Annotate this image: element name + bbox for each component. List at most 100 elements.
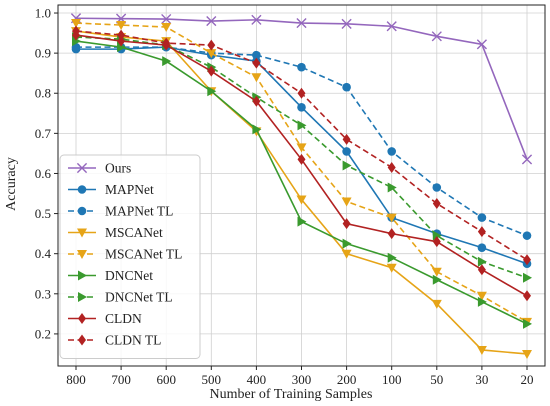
series-dncnet — [72, 36, 532, 329]
x-tick-label: 600 — [156, 372, 176, 387]
data-point-cldn-tl — [523, 254, 531, 266]
x-tick-label: 30 — [475, 372, 488, 387]
data-point-dncnet-tl — [477, 256, 487, 267]
series-mscanet-tl — [71, 19, 532, 327]
legend-item-mapnet-tl: MAPNet TL — [68, 204, 173, 219]
data-point-cldn — [342, 218, 351, 230]
data-point-mscanet — [386, 263, 397, 273]
legend-label-dncnet-tl: DNCNet TL — [105, 290, 173, 305]
x-tick-label: 800 — [66, 372, 86, 387]
data-point-cldn-tl — [432, 198, 441, 210]
data-point-dncnet-tl — [432, 230, 442, 241]
y-tick-label: 0.8 — [35, 86, 51, 101]
data-point-mscanet-tl — [206, 49, 217, 59]
data-point-ours — [296, 17, 307, 29]
y-tick-label: 0.5 — [35, 206, 51, 221]
data-point-mscanet-tl — [431, 267, 442, 277]
series-cldn-tl — [72, 25, 531, 266]
data-point-cldn-tl — [117, 29, 126, 41]
data-point-mapnet-tl — [477, 213, 487, 222]
legend-label-ours: Ours — [105, 161, 131, 176]
legend-marker-ours — [76, 162, 88, 174]
legend-item-cldn: CLDN — [68, 311, 142, 326]
x-axis-label: Number of Training Samples — [210, 387, 373, 402]
x-tick-label: 50 — [430, 372, 443, 387]
x-tick-label: 200 — [337, 372, 357, 387]
data-point-mapnet-tl — [297, 62, 306, 72]
data-point-cldn-tl — [342, 133, 351, 145]
x-tick-label: 500 — [202, 372, 222, 387]
data-point-dncnet — [477, 296, 487, 307]
legend-label-cldn-tl: CLDN TL — [105, 333, 161, 348]
x-tick-label: 20 — [521, 372, 534, 387]
data-point-mscanet — [341, 249, 352, 259]
data-point-cldn-tl — [162, 37, 171, 49]
y-tick-label: 0.6 — [35, 166, 52, 181]
data-point-cldn — [207, 65, 216, 77]
data-point-mscanet-tl — [386, 213, 397, 223]
data-point-mapnet-tl — [522, 231, 532, 240]
legend-label-mscanet-tl: MSCANet TL — [105, 247, 182, 262]
data-point-mscanet — [296, 195, 307, 205]
data-point-ours — [431, 31, 442, 42]
legend-item-mscanet: MSCANet — [68, 225, 163, 240]
data-point-cldn — [297, 153, 306, 165]
legend-marker-mapnet — [77, 185, 87, 194]
data-point-cldn-tl — [477, 226, 486, 238]
x-tick-label: 100 — [382, 372, 402, 387]
y-axis-label: Accuracy — [4, 157, 19, 211]
data-point-dncnet — [252, 124, 262, 135]
x-tick-label: 700 — [111, 372, 131, 387]
data-point-dncnet — [162, 56, 172, 67]
data-point-dncnet — [432, 274, 442, 285]
data-point-dncnet — [297, 216, 307, 227]
y-tick-label: 0.3 — [35, 286, 51, 301]
data-point-mapnet — [342, 147, 351, 156]
legend: Ours MAPNet MAPNet TL MSCANet MSCANet TL DNCN… — [59, 154, 201, 359]
y-tick-label: 0.9 — [35, 46, 51, 61]
data-point-dncnet — [342, 238, 352, 249]
legend-label-dncnet: DNCNet — [105, 268, 153, 283]
data-point-mapnet — [477, 243, 487, 252]
data-point-ours — [251, 14, 262, 25]
data-point-mapnet-tl — [252, 50, 261, 60]
legend-label-mapnet-tl: MAPNet TL — [105, 204, 173, 219]
data-point-cldn-tl — [72, 25, 80, 37]
data-point-mscanet-tl — [251, 73, 262, 83]
data-point-mapnet — [297, 102, 306, 112]
data-point-cldn — [252, 95, 261, 107]
data-point-ours — [476, 39, 487, 50]
data-point-cldn-tl — [252, 57, 261, 69]
data-point-ours — [386, 21, 397, 32]
data-point-dncnet-tl — [387, 182, 397, 193]
data-point-mscanet-tl — [341, 197, 352, 207]
y-axis-ticks: 0.2 0.3 0.4 0.5 0.6 0.7 0.8 0.9 1.0 — [35, 6, 58, 341]
data-point-mscanet-tl — [161, 23, 172, 33]
y-tick-label: 0.7 — [35, 126, 52, 141]
series-ours — [70, 13, 533, 165]
legend-marker-dncnet-tl — [78, 292, 87, 302]
data-point-mapnet-tl — [342, 82, 351, 92]
data-point-cldn — [523, 290, 531, 302]
y-tick-label: 1.0 — [35, 6, 51, 21]
legend-marker-dncnet — [78, 270, 87, 281]
x-tick-label: 400 — [247, 372, 267, 387]
data-point-mscanet — [476, 345, 487, 355]
data-point-cldn — [387, 228, 396, 240]
legend-item-cldn-tl: CLDN TL — [68, 333, 161, 348]
x-tick-label: 300 — [292, 372, 312, 387]
series-layer — [70, 13, 533, 359]
x-axis-ticks: 800 700 600 500 400 300 200 100 50 30 20 — [66, 366, 534, 387]
data-point-dncnet — [117, 42, 127, 53]
y-tick-label: 0.4 — [35, 246, 52, 261]
data-point-cldn — [117, 35, 126, 47]
legend-item-mscanet-tl: MSCANet TL — [68, 247, 182, 262]
data-point-ours — [341, 18, 352, 29]
legend-marker-mapnet-tl — [77, 206, 87, 216]
data-point-mscanet-tl — [71, 19, 81, 29]
data-point-cldn — [477, 264, 486, 276]
legend-item-mapnet: MAPNet — [68, 182, 154, 197]
data-point-dncnet — [387, 252, 397, 263]
